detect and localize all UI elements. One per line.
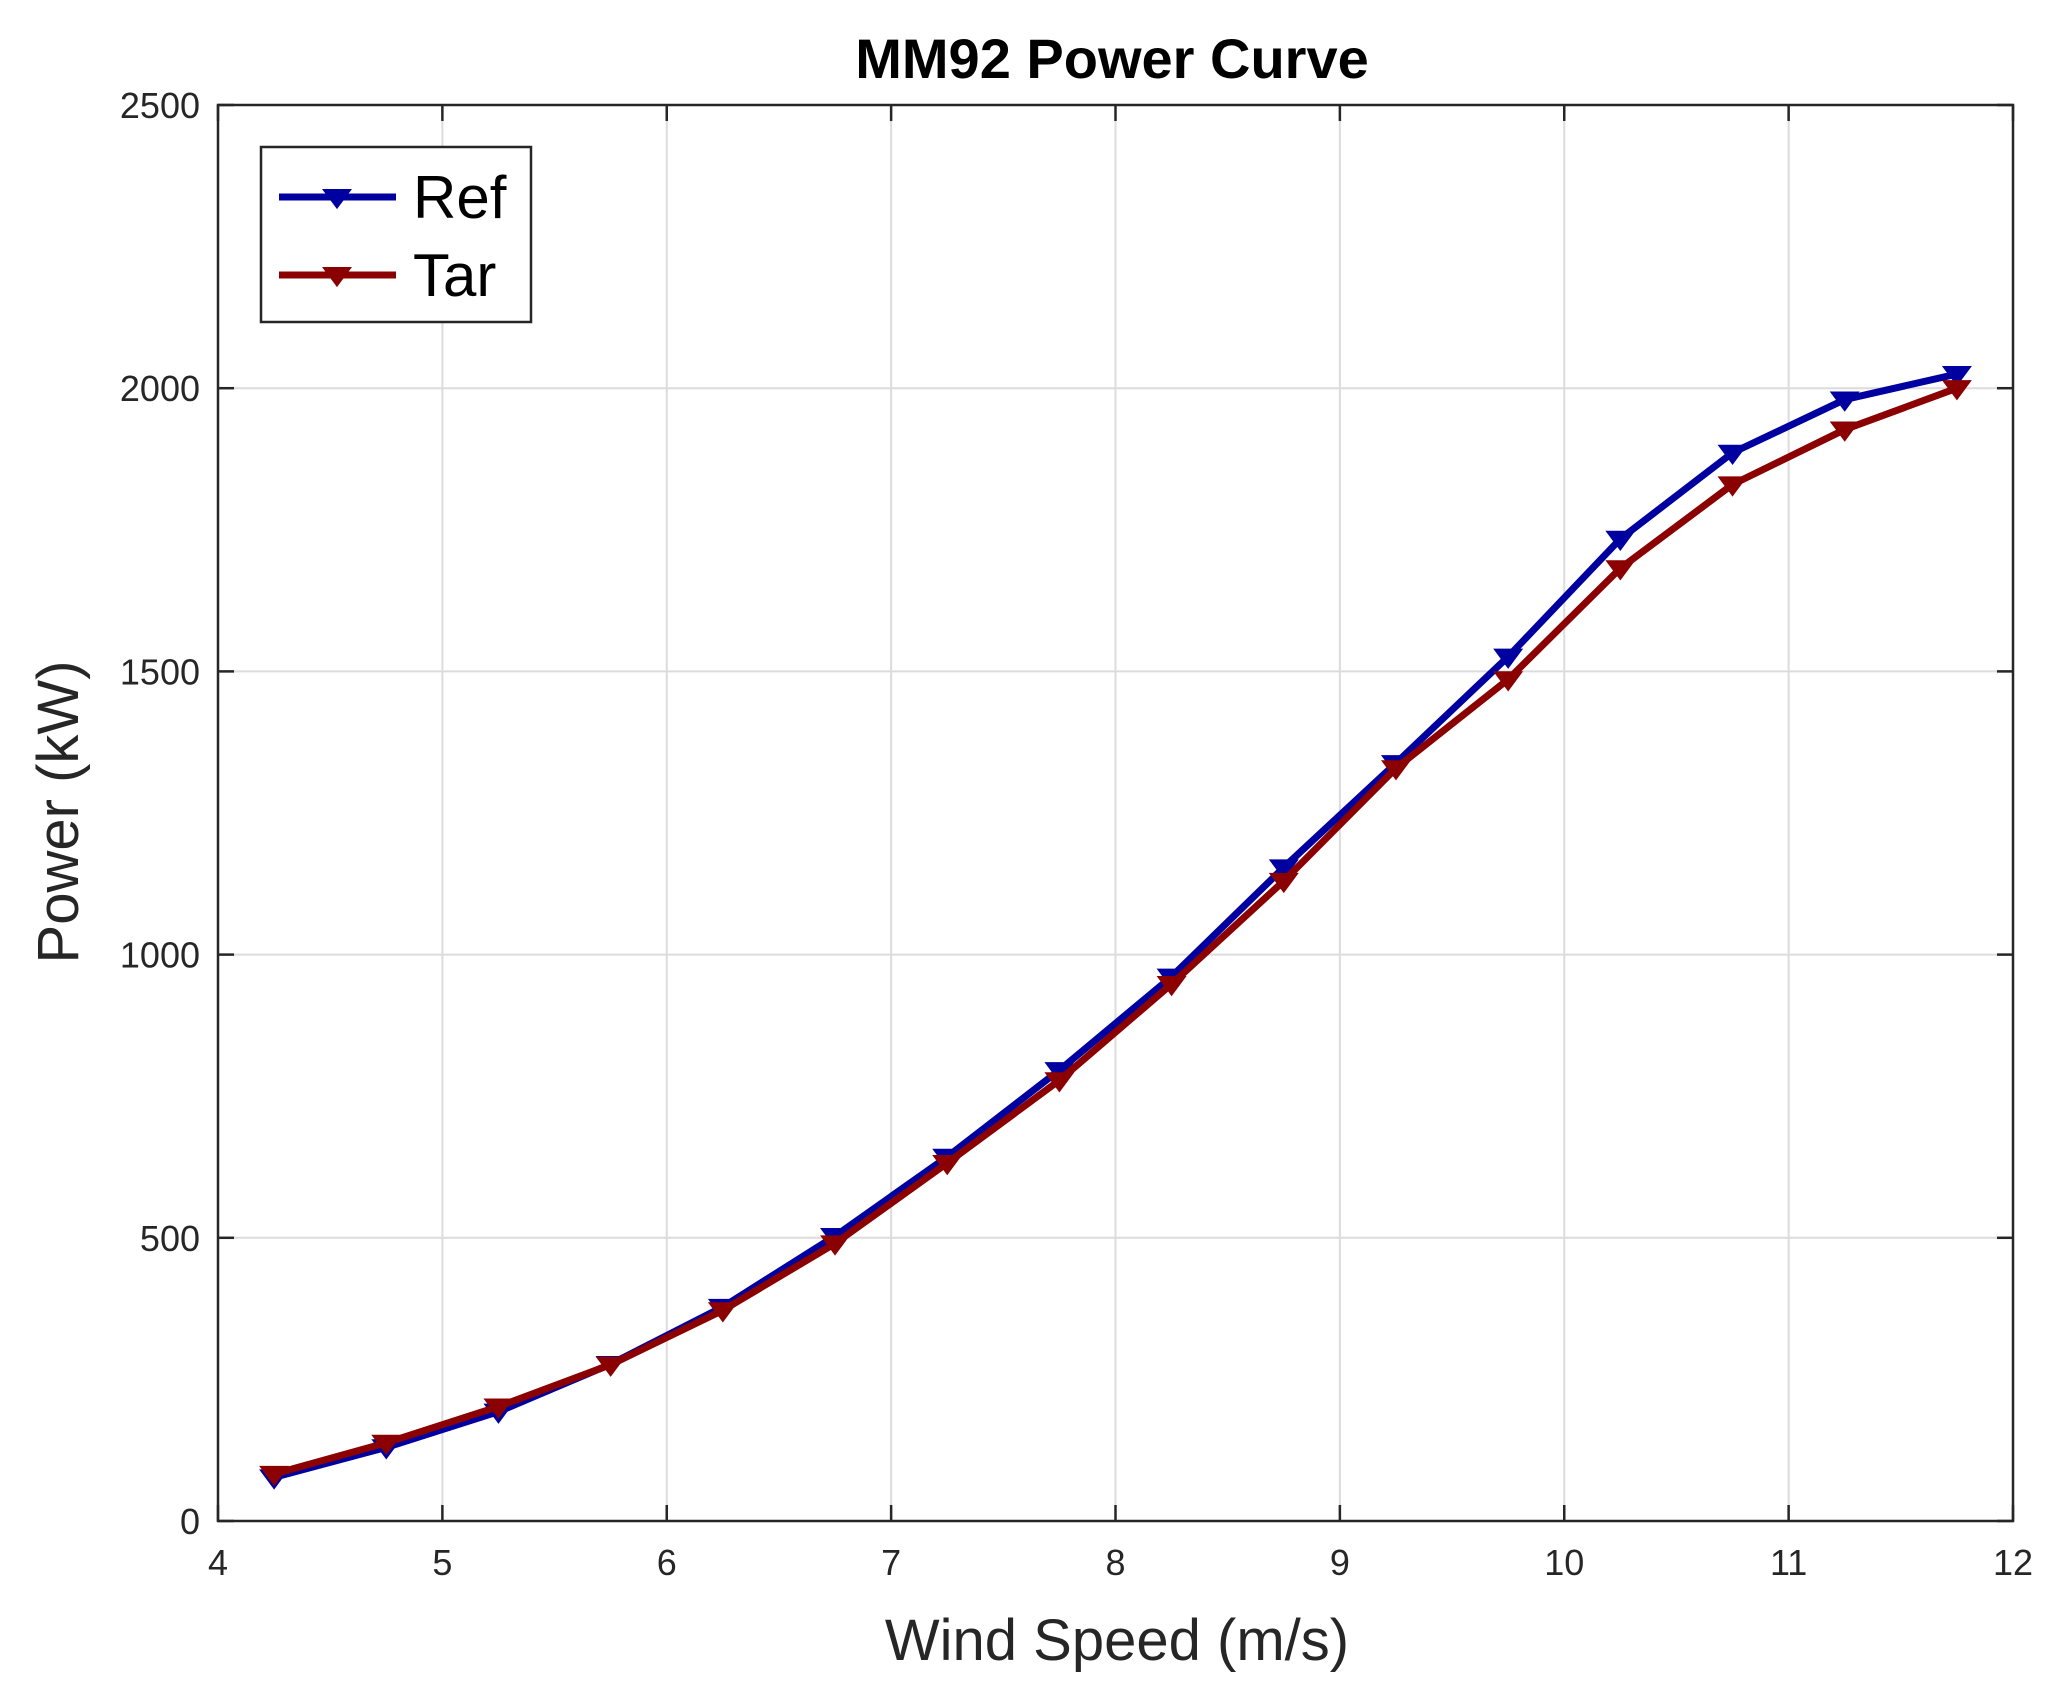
data-point-tar: [1156, 975, 1187, 997]
series-line-tar: [270, 384, 1961, 1478]
data-point-tar: [1268, 872, 1299, 894]
x-tick-label: 11: [1770, 1542, 1807, 1583]
data-point-tar: [259, 1465, 290, 1487]
data-point-ref: [1941, 365, 1972, 387]
data-point-tar: [1493, 671, 1524, 692]
data-point-ref: [1717, 444, 1748, 465]
x-tick-label: 7: [881, 1542, 901, 1583]
legend: Ref Tar: [259, 145, 533, 324]
data-point-tar: [1044, 1072, 1075, 1093]
legend-label: Ref: [413, 164, 507, 231]
data-point-ref: [1829, 391, 1860, 412]
data-point-tar: [1941, 380, 1972, 401]
x-axis-label: Wind Speed (m/s): [885, 1608, 1349, 1673]
x-tick-label: 10: [1544, 1542, 1584, 1583]
y-tick-label: 1500: [120, 651, 200, 692]
y-tick-label: 500: [140, 1218, 200, 1259]
x-tick-label: 12: [1993, 1542, 2033, 1583]
data-point-tar: [1380, 760, 1411, 781]
x-tick-label: 9: [1330, 1542, 1350, 1583]
series-tar: [259, 380, 1972, 1487]
data-series: [259, 365, 1972, 1490]
x-tick-label: 5: [432, 1542, 452, 1583]
legend-marker: [322, 188, 352, 210]
y-tick-label: 2000: [120, 368, 200, 409]
legend-label: Tar: [413, 242, 496, 309]
grid-lines: [218, 105, 2013, 1521]
x-tick-label: 6: [657, 1542, 677, 1583]
legend-item-ref: Ref: [279, 164, 507, 231]
data-point-tar: [932, 1154, 963, 1176]
data-point-tar: [820, 1235, 851, 1256]
chart-title: MM92 Power Curve: [855, 27, 1369, 90]
x-tick-label: 4: [208, 1542, 228, 1583]
y-tick-label: 1000: [120, 935, 200, 976]
data-point-tar: [483, 1398, 514, 1419]
y-tick-label: 0: [180, 1501, 200, 1542]
y-tick-label: 2500: [120, 85, 200, 126]
data-point-tar: [371, 1434, 402, 1456]
legend-item-tar: Tar: [279, 242, 496, 309]
data-point-tar: [595, 1356, 626, 1377]
data-point-tar: [1605, 560, 1636, 581]
legend-marker: [322, 266, 352, 288]
data-point-tar: [1829, 421, 1860, 442]
data-point-ref: [1605, 530, 1636, 552]
data-point-tar: [707, 1302, 738, 1323]
data-point-tar: [1717, 476, 1748, 497]
data-point-ref: [1493, 648, 1524, 669]
x-tick-label: 8: [1105, 1542, 1125, 1583]
legend-box: [259, 145, 533, 324]
axes: 4 5 6 7 8 9 10 11 12 0 500 1000 1500 2000 2500: [120, 85, 2033, 1583]
y-axis-label: Power (kW): [26, 661, 91, 964]
